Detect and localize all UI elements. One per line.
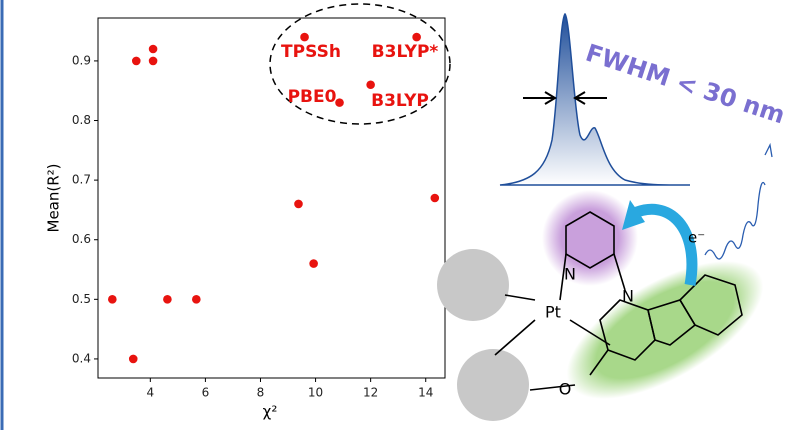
x-tick-label: 8 (257, 386, 265, 400)
x-tick-label: 10 (308, 386, 323, 400)
atom-label: N (564, 265, 576, 284)
point-annotation: TPSSh (281, 42, 341, 62)
y-tick-label: 0.8 (72, 113, 91, 127)
y-tick-label: 0.7 (72, 173, 91, 187)
molecule (437, 190, 764, 421)
x-tick-label: 14 (418, 386, 433, 400)
point (300, 32, 309, 42)
x-tick-label: 12 (363, 386, 378, 400)
point (412, 32, 421, 42)
fwhm-label: FWHM < 30 nm (582, 39, 788, 130)
point (309, 259, 318, 268)
atom-label: O (559, 380, 572, 399)
y-tick-label: 0.5 (72, 292, 91, 306)
point (108, 295, 117, 304)
point (148, 56, 158, 66)
point (335, 98, 344, 107)
y-axis-label: Mean(R²) (45, 163, 63, 232)
x-tick-label: 4 (147, 386, 155, 400)
point (148, 44, 158, 54)
point (163, 295, 172, 304)
point (128, 354, 138, 364)
point (366, 80, 375, 90)
point-annotation: B3LYP* (372, 42, 439, 62)
point (131, 56, 141, 66)
y-tick-label: 0.6 (72, 232, 91, 246)
point-annotation: B3LYP (371, 91, 429, 111)
point (192, 295, 201, 304)
y-tick-label: 0.9 (72, 53, 91, 67)
atom-label: Pt (545, 303, 561, 322)
point (294, 199, 303, 209)
atom-label: N (622, 287, 634, 306)
x-tick-label: 6 (202, 386, 210, 400)
x-axis-label: χ² (263, 403, 278, 421)
electron-label: e⁻ (688, 229, 705, 247)
wave-arrow (764, 142, 773, 158)
point-annotation: PBE0 (288, 87, 337, 107)
y-tick-label: 0.4 (72, 351, 91, 365)
emission-wave (704, 181, 766, 260)
plot-frame (97, 17, 446, 379)
spectrum-graphic (499, 12, 691, 186)
point (430, 193, 440, 203)
highlight-ellipse (269, 3, 451, 125)
